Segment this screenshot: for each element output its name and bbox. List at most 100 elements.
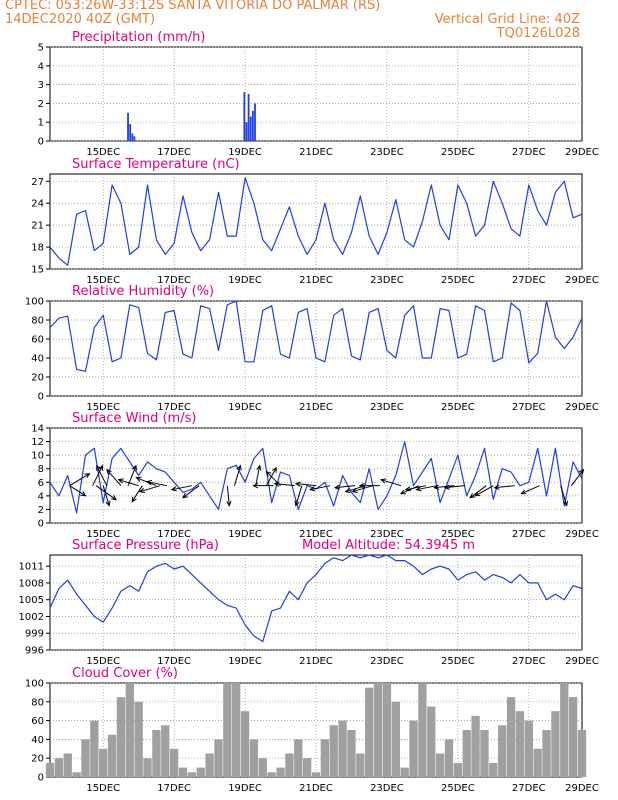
x-tick-label: 23DEC <box>370 275 404 286</box>
wind-arrow <box>102 485 110 506</box>
cloud-cover-bar <box>45 762 55 777</box>
cloud-cover-bar <box>187 772 197 777</box>
cloud-cover-bar <box>568 697 578 777</box>
wind-arrow <box>570 469 584 486</box>
precipitation-bar <box>251 110 254 141</box>
wind-arrow-head <box>80 491 87 497</box>
x-tick-label: 15DEC <box>86 147 120 158</box>
y-tick-label: 8 <box>38 464 44 475</box>
y-tick-label: 27 <box>31 177 44 188</box>
wind-arrow <box>69 473 90 487</box>
y-tick-label: 2 <box>38 505 44 516</box>
wind-arrow-head <box>415 486 422 492</box>
y-tick-label: 12 <box>31 437 44 448</box>
pressure-title: Surface Pressure (hPa) <box>72 538 219 553</box>
panel-frame <box>49 554 583 651</box>
wind-line <box>49 441 583 514</box>
wind-arrow-head <box>294 500 300 507</box>
wind-arrow-head <box>135 476 142 482</box>
model-id: TQ0126L028 <box>496 26 580 41</box>
x-tick-label: 17DEC <box>157 783 191 794</box>
panel-frame <box>49 300 583 397</box>
wind-arrow <box>233 465 241 486</box>
x-tick-label: 21DEC <box>299 147 333 158</box>
wind-arrow-head <box>272 466 277 473</box>
x-tick-label: 25DEC <box>441 783 475 794</box>
wind-arrow <box>146 481 168 487</box>
precipitation-bar <box>247 94 250 141</box>
x-tick-label: 25DEC <box>441 275 475 286</box>
station-title: CPTEC: 053:26W-33:12S SANTA VITORIA DO P… <box>5 0 381 13</box>
wind-arrow-head <box>117 478 124 484</box>
cloud-cover-bar <box>356 753 365 777</box>
x-tick-label: 23DEC <box>370 783 404 794</box>
cloud-cover-bar <box>258 758 267 777</box>
precipitation-bar <box>249 116 252 141</box>
wind-arrow <box>310 485 331 491</box>
y-tick-label: 1005 <box>19 595 44 606</box>
y-tick-label: 15 <box>31 265 44 276</box>
wind-arrow-head <box>105 500 111 507</box>
precipitation-bar <box>245 122 248 141</box>
y-tick-label: 996 <box>25 646 44 657</box>
precipitation-bar <box>133 136 136 141</box>
panel-humidity: 0 20 40 60 80 100 15DEC 17DEC 19DEC 21DEC 23DEC 25D… <box>25 284 599 413</box>
cloud-cover-bar <box>542 730 551 777</box>
precipitation-bar <box>129 124 132 141</box>
x-tick-label: 17DEC <box>157 656 191 667</box>
x-tick-label: 21DEC <box>299 275 333 286</box>
y-tick-label: 21 <box>31 221 44 232</box>
cloud-cover-bar <box>143 758 152 777</box>
cloud-cover-bar <box>311 772 321 777</box>
y-tick-label: 18 <box>31 243 44 254</box>
cloud-cover-bar <box>125 683 134 777</box>
wind-arrow <box>416 485 437 491</box>
wind-arrow <box>295 483 317 487</box>
y-tick-label: 0 <box>38 519 44 530</box>
wind-arrow <box>182 485 200 499</box>
x-tick-label: 21DEC <box>299 656 333 667</box>
y-tick-label: 0 <box>38 392 44 403</box>
humidity-line <box>49 300 583 372</box>
wind-arrow-head <box>351 487 358 493</box>
wind-arrow <box>380 479 402 487</box>
wind-arrow <box>255 465 261 486</box>
x-tick-label: 29DEC <box>565 402 599 413</box>
cloud-cover-bar <box>178 767 188 777</box>
panel-precipitation: 0 1 2 3 4 5 15DEC 17DEC 19DEC 21DEC 23DEC 25DEC 27DE… <box>38 30 599 158</box>
wind-arrow <box>139 485 161 493</box>
cloud-cover-bar <box>515 711 525 777</box>
cloud-cover-bar <box>232 683 241 777</box>
precipitation-bar <box>127 112 129 141</box>
temperature-title: Surface Temperature (nC) <box>72 157 240 172</box>
x-tick-label: 23DEC <box>370 147 404 158</box>
cloud-cover-bar <box>506 697 516 777</box>
wind-arrow-head <box>309 486 316 492</box>
cloud-cover-bar <box>435 753 445 777</box>
x-tick-label: 29DEC <box>565 275 599 286</box>
wind-arrow-head <box>333 484 340 490</box>
wind-arrow <box>334 485 356 489</box>
x-tick-label: 15DEC <box>86 783 120 794</box>
wind-arrow <box>106 469 122 487</box>
cloud-cover-bar <box>418 683 427 777</box>
cloud-cover-bar <box>524 720 533 777</box>
wind-arrow-head <box>474 491 481 497</box>
wind-arrow <box>405 485 427 491</box>
cloud-cover-bar <box>329 725 338 777</box>
wind-arrow-head <box>252 483 259 489</box>
wind-arrow-head <box>84 473 91 479</box>
x-tick-label: 27DEC <box>512 275 546 286</box>
cloud-cover-bar <box>551 711 560 777</box>
wind-arrow-head <box>226 500 232 507</box>
x-tick-label: 27DEC <box>512 656 546 667</box>
y-tick-label: 1002 <box>19 612 44 623</box>
cloud-cover-bar <box>214 739 223 777</box>
cloud-cover-bar <box>471 715 480 777</box>
wind-arrow <box>171 485 192 491</box>
x-tick-label: 25DEC <box>441 656 475 667</box>
wind-title: Surface Wind (m/s) <box>72 411 196 426</box>
y-tick-label: 60 <box>31 716 44 727</box>
wind-arrow-head <box>294 481 301 487</box>
x-tick-label: 25DEC <box>441 147 475 158</box>
